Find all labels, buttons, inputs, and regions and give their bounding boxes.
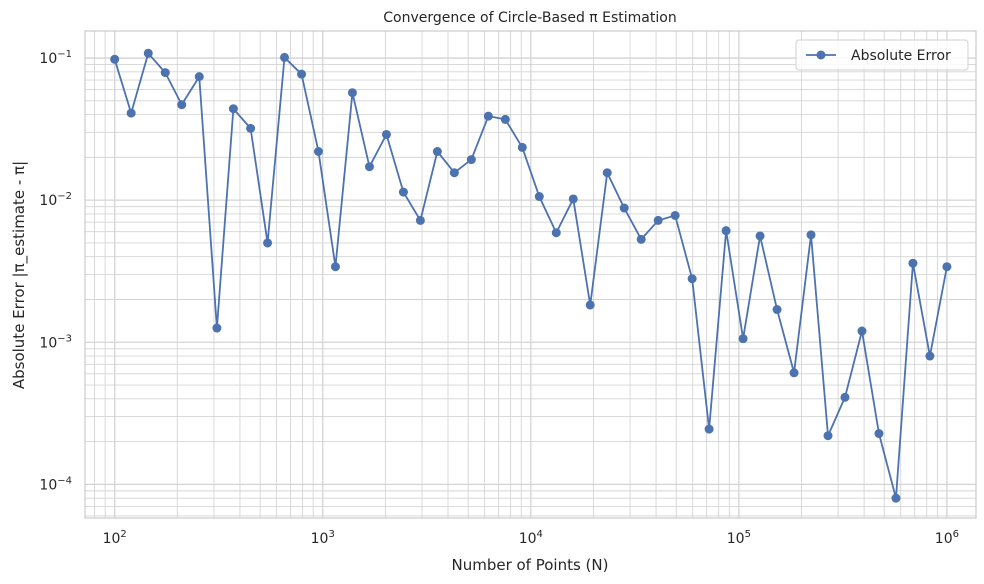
data-point	[619, 203, 629, 213]
data-point	[466, 155, 476, 165]
data-point	[568, 194, 578, 204]
data-point	[551, 228, 561, 238]
data-point	[670, 210, 680, 220]
y-tick-label: 10−1	[39, 49, 72, 67]
data-point	[891, 493, 901, 503]
data-point	[857, 326, 867, 336]
y-axis-label: Absolute Error |π_estimate - π|	[10, 161, 29, 389]
data-point	[449, 168, 459, 178]
data-point	[653, 215, 663, 225]
data-point	[942, 262, 952, 272]
data-point	[212, 323, 222, 333]
data-point	[160, 68, 170, 78]
data-point	[500, 114, 510, 124]
data-point	[534, 192, 544, 202]
data-point	[721, 226, 731, 236]
x-tick-label: 106	[935, 529, 959, 547]
data-point	[789, 368, 799, 378]
legend-marker-swatch	[816, 50, 826, 60]
data-point	[925, 351, 935, 361]
data-point	[364, 162, 374, 172]
x-axis-label: Number of Points (N)	[451, 556, 608, 574]
data-point	[110, 54, 120, 64]
y-tick-label: 10−2	[39, 191, 72, 209]
x-tick-labels: 102 103 104 105 106	[103, 529, 959, 547]
x-tick-label: 102	[103, 529, 127, 547]
data-point	[483, 111, 493, 121]
data-point	[687, 274, 697, 284]
data-point	[398, 187, 408, 197]
data-point	[313, 147, 323, 156]
legend-box	[795, 39, 969, 71]
data-point	[228, 104, 238, 114]
legend: Absolute Error	[795, 39, 969, 71]
series-layer	[110, 48, 952, 503]
data-point	[585, 300, 595, 310]
data-point	[194, 72, 204, 82]
data-point	[381, 129, 391, 139]
data-point	[840, 392, 850, 402]
data-point	[126, 108, 136, 118]
data-point	[908, 258, 918, 268]
data-point	[738, 334, 748, 344]
data-point	[517, 142, 527, 152]
chart-title: Convergence of Circle-Based π Estimation	[383, 10, 676, 26]
data-point	[432, 147, 442, 156]
data-point	[636, 234, 646, 244]
grid-major	[85, 31, 976, 518]
y-tick-label: 10−4	[39, 475, 72, 493]
data-point	[330, 262, 340, 272]
data-point	[806, 230, 816, 240]
data-point	[347, 88, 357, 98]
x-tick-label: 103	[311, 529, 335, 547]
y-tick-labels: 10−4 10−3 10−2 10−1	[39, 49, 72, 493]
legend-entry-absolute-error: Absolute Error	[851, 48, 951, 64]
data-point	[874, 429, 884, 439]
data-point	[823, 431, 833, 441]
x-tick-label: 105	[727, 529, 751, 547]
data-point	[280, 52, 289, 62]
series-line-absolute-error	[113, 52, 948, 500]
y-tick-label: 10−3	[39, 333, 72, 351]
data-point	[704, 424, 714, 434]
data-point	[755, 231, 765, 241]
x-tick-label: 104	[519, 529, 543, 547]
plot-frame	[84, 30, 977, 519]
data-point	[297, 69, 307, 79]
data-point	[602, 168, 612, 178]
data-point	[177, 100, 187, 110]
data-point	[263, 238, 273, 248]
data-point	[415, 215, 425, 225]
data-point	[772, 305, 782, 315]
data-point	[143, 48, 153, 58]
data-point	[246, 123, 256, 133]
